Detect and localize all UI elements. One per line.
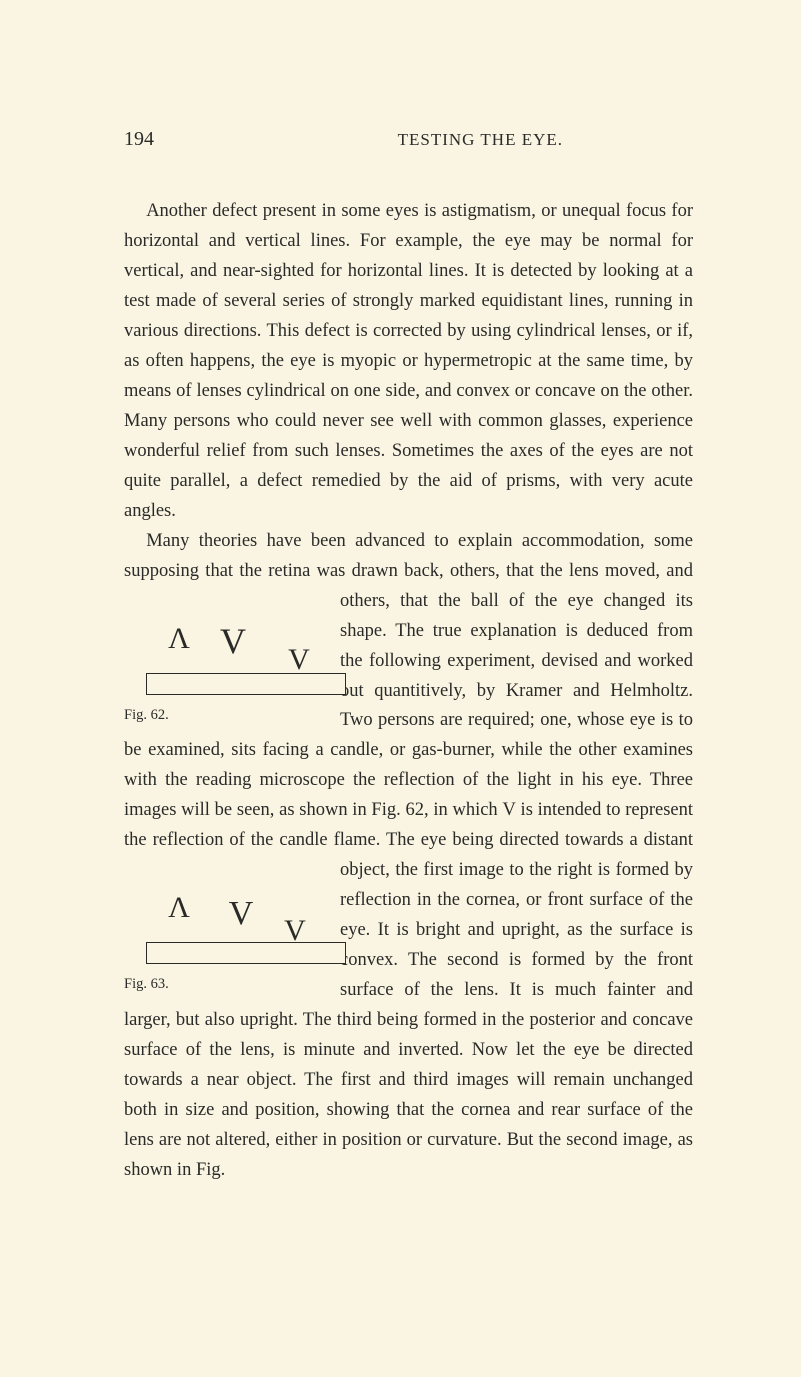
figure-62-box: Λ V V — [146, 673, 346, 695]
fig62-lambda: Λ — [168, 622, 190, 655]
chapter-title: TESTING THE EYE. — [398, 130, 563, 150]
fig62-big-v: V — [220, 621, 246, 661]
figure-63-box: Λ V V — [146, 942, 346, 964]
fig63-lambda: Λ — [168, 891, 190, 924]
fig63-small-v: V — [284, 914, 306, 947]
page-number: 194 — [124, 128, 154, 151]
figure-62-block: Λ V V Fig. 62. — [124, 593, 322, 730]
page-body: Another defect present in some eyes is a… — [124, 197, 693, 1186]
fig62-small-v: V — [288, 643, 310, 676]
figure-63-svg: Λ V V — [147, 862, 345, 958]
paragraph-1: Another defect present in some eyes is a… — [124, 197, 693, 527]
page-header: 194 TESTING THE EYE. — [124, 128, 693, 151]
figure-63-block: Λ V V Fig. 63. — [124, 862, 322, 999]
figure-62-caption: Fig. 62. — [124, 707, 169, 723]
figure-63-caption: Fig. 63. — [124, 976, 169, 992]
fig63-big-v: V — [229, 895, 254, 932]
inline-v-glyph: V — [502, 800, 515, 820]
paragraph-2: Many theories have been advanced to expl… — [124, 527, 693, 1186]
figure-62-svg: Λ V V — [147, 593, 345, 689]
